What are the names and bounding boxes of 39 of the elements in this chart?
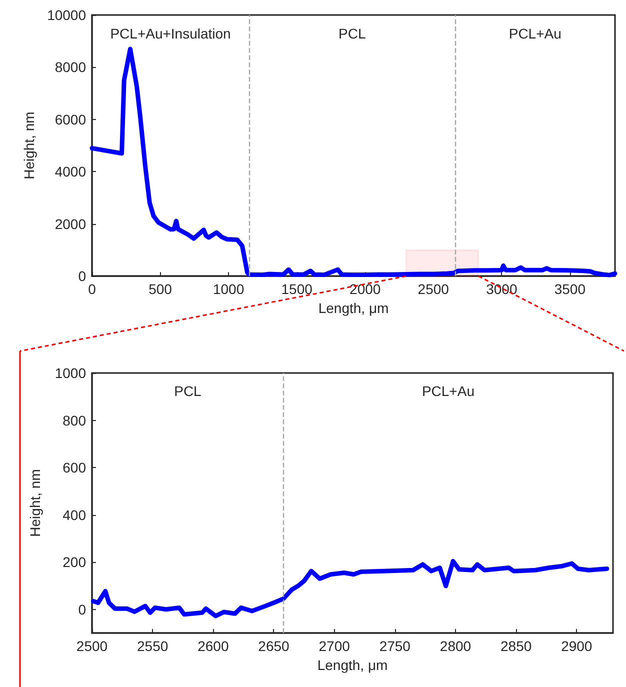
x-tick-label: 2900 [561, 638, 592, 654]
y-tick-label: 0 [78, 268, 86, 284]
y-tick-label: 0 [78, 601, 86, 618]
x-tick-label: 2550 [137, 638, 168, 654]
x-axis-title: Length, μm [318, 300, 389, 316]
x-tick-label: 2750 [379, 638, 411, 654]
annotation: PCL+Au+Insulation [110, 25, 231, 42]
x-axis-title: Length, μm [317, 656, 388, 673]
x-tick-label: 1500 [281, 281, 313, 298]
x-tick-label: 2600 [198, 638, 229, 654]
x-tick-label: 1000 [212, 281, 244, 298]
y-axis-title: Height, nm [27, 469, 43, 537]
x-tick-label: 3000 [486, 281, 518, 298]
y-tick-label: 6000 [54, 111, 86, 128]
x-tick-label: 2000 [350, 281, 381, 298]
x-tick-label: 2850 [500, 638, 532, 654]
y-tick-label: 400 [62, 506, 86, 523]
x-tick-label: 2800 [440, 638, 472, 654]
y-tick-label: 600 [62, 460, 86, 476]
y-tick-label: 200 [62, 554, 86, 570]
line-series [90, 558, 610, 618]
y-tick-label: 800 [62, 412, 86, 428]
x-tick-label: 500 [148, 281, 172, 298]
x-tick-label: 2700 [318, 638, 350, 654]
x-tick-label: 0 [88, 281, 96, 298]
annotation: PCL+Au [422, 383, 474, 400]
annotation: PCL [174, 383, 202, 400]
x-tick-label: 2500 [76, 638, 108, 654]
annotation: PCL [338, 25, 366, 42]
x-tick-label: 3500 [554, 281, 586, 298]
y-axis-title: Height, nm [21, 112, 38, 180]
annotation: PCL+Au [508, 25, 562, 42]
x-tick-label: 2500 [418, 281, 450, 298]
y-tick-label: 1000 [54, 365, 86, 381]
x-tick-label: 2650 [258, 638, 290, 654]
y-tick-label: 10000 [47, 7, 86, 23]
y-tick-label: 4000 [54, 164, 86, 180]
y-tick-label: 2000 [54, 216, 86, 232]
y-tick-label: 8000 [54, 59, 86, 76]
